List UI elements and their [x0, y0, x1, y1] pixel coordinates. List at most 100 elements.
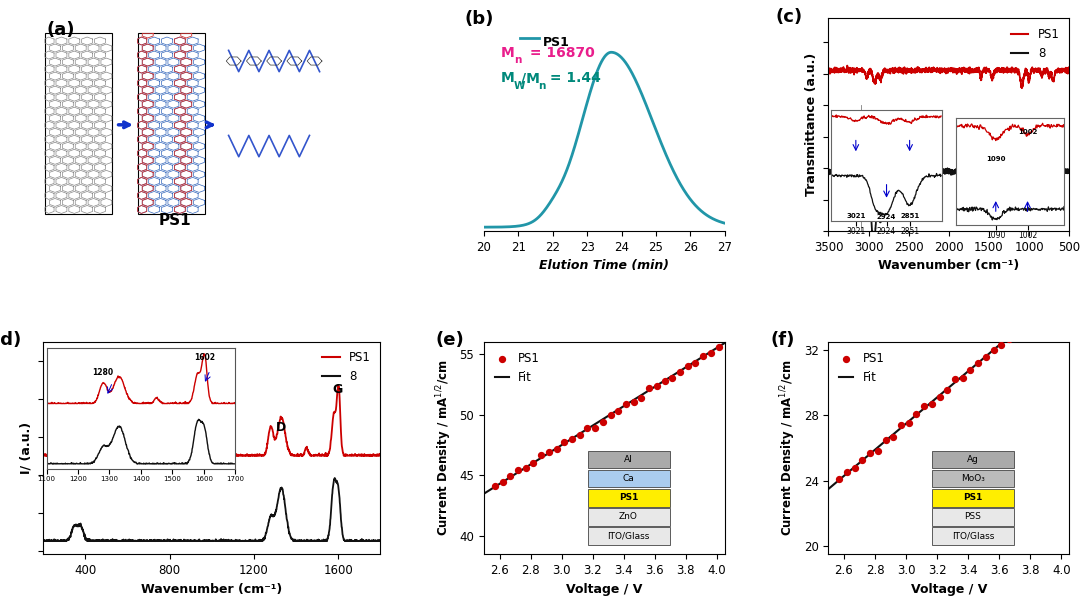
PS1 — [916, 401, 933, 411]
Text: = 1.44: = 1.44 — [545, 71, 602, 85]
PS1 — [510, 464, 527, 474]
PS1 — [954, 373, 971, 383]
Y-axis label: I/ (a.u.): I/ (a.u.) — [19, 422, 32, 474]
PS1 — [571, 429, 589, 439]
Fit — [823, 485, 836, 492]
PS1 — [869, 446, 887, 456]
PS1 — [594, 418, 611, 428]
PS1 — [1047, 294, 1064, 304]
Fit — [478, 490, 491, 497]
PS1 — [586, 423, 604, 432]
PS1 — [970, 358, 987, 368]
Legend: PS1, Fit: PS1, Fit — [490, 347, 544, 389]
Text: PS1: PS1 — [542, 36, 569, 49]
PS1 — [525, 458, 542, 468]
Text: (d): (d) — [0, 331, 22, 349]
PS1 — [640, 383, 658, 392]
PS1 — [679, 361, 697, 371]
Text: PS1: PS1 — [159, 213, 191, 228]
Text: n: n — [538, 81, 545, 91]
X-axis label: Wavenumber (cm⁻¹): Wavenumber (cm⁻¹) — [141, 583, 282, 596]
Y-axis label: Transmittance (a.u.): Transmittance (a.u.) — [805, 53, 818, 197]
PS1 — [687, 359, 704, 368]
Fit — [696, 354, 708, 361]
PS1 — [985, 345, 1002, 355]
PS1 — [540, 447, 557, 456]
Y-axis label: Current Density / mA$^{1/2}$/cm: Current Density / mA$^{1/2}$/cm — [434, 360, 454, 537]
PS1 — [672, 367, 689, 377]
PS1 — [931, 392, 948, 402]
Fit — [966, 365, 978, 372]
Fit — [822, 485, 835, 493]
Fit — [718, 339, 731, 347]
Fit — [620, 401, 633, 408]
Legend: PS1, 8: PS1, 8 — [1008, 25, 1064, 63]
Text: (f): (f) — [771, 331, 795, 349]
PS1 — [1054, 286, 1071, 296]
Text: (e): (e) — [436, 331, 464, 349]
PS1 — [609, 407, 626, 416]
Legend: PS1, 8: PS1, 8 — [319, 347, 375, 387]
Text: (c): (c) — [775, 8, 802, 26]
PS1 — [648, 381, 665, 391]
PS1 — [946, 374, 963, 384]
PS1 — [517, 463, 535, 473]
PS1 — [663, 373, 680, 383]
PS1 — [900, 418, 917, 428]
PS1 — [633, 393, 650, 403]
Fit — [680, 363, 693, 370]
Fit — [1025, 314, 1038, 322]
Text: W: W — [514, 81, 526, 91]
Y-axis label: Current Density / mA$^{1/2}$/cm: Current Density / mA$^{1/2}$/cm — [779, 360, 798, 537]
PS1 — [993, 340, 1010, 350]
Text: (a): (a) — [46, 20, 76, 39]
X-axis label: Wavenumber (cm⁻¹): Wavenumber (cm⁻¹) — [878, 259, 1020, 272]
PS1 — [564, 434, 581, 444]
PS1 — [1016, 323, 1034, 333]
Line: Fit: Fit — [828, 286, 1069, 489]
PS1 — [494, 477, 511, 487]
PS1 — [555, 437, 572, 447]
PS1 — [1031, 307, 1049, 317]
PS1 — [831, 474, 848, 484]
PS1 — [702, 348, 719, 358]
PS1 — [1024, 309, 1041, 319]
PS1 — [962, 365, 980, 375]
PS1 — [923, 399, 941, 409]
PS1 — [939, 385, 956, 395]
PS1 — [892, 420, 909, 430]
Legend: PS1, Fit: PS1, Fit — [835, 347, 889, 389]
PS1 — [501, 471, 518, 481]
PS1 — [854, 455, 872, 464]
PS1 — [908, 409, 926, 419]
PS1 — [532, 450, 550, 460]
Fit — [970, 361, 983, 368]
PS1 — [694, 351, 712, 361]
PS1 — [1008, 326, 1025, 336]
PS1 — [618, 399, 635, 409]
PS1 — [1039, 301, 1056, 310]
Text: M: M — [501, 46, 514, 60]
X-axis label: Voltage / V: Voltage / V — [910, 583, 987, 596]
Text: M: M — [501, 71, 514, 85]
PS1 — [579, 424, 596, 434]
PS1 — [548, 444, 565, 454]
Fit — [621, 400, 634, 408]
Line: Fit: Fit — [484, 343, 725, 493]
Text: G: G — [332, 383, 342, 396]
PS1 — [486, 481, 503, 491]
PS1 — [846, 463, 863, 473]
Text: /M: /M — [522, 71, 540, 85]
Fit — [1040, 301, 1053, 309]
PS1 — [656, 376, 673, 386]
PS1 — [1000, 334, 1017, 344]
X-axis label: Voltage / V: Voltage / V — [566, 583, 643, 596]
Text: n: n — [514, 55, 522, 65]
PS1 — [862, 448, 879, 458]
Text: D: D — [276, 421, 286, 434]
Fit — [1063, 282, 1076, 290]
PS1 — [877, 436, 894, 445]
Bar — [137, 33, 205, 214]
PS1 — [885, 432, 902, 442]
PS1 — [625, 397, 643, 407]
